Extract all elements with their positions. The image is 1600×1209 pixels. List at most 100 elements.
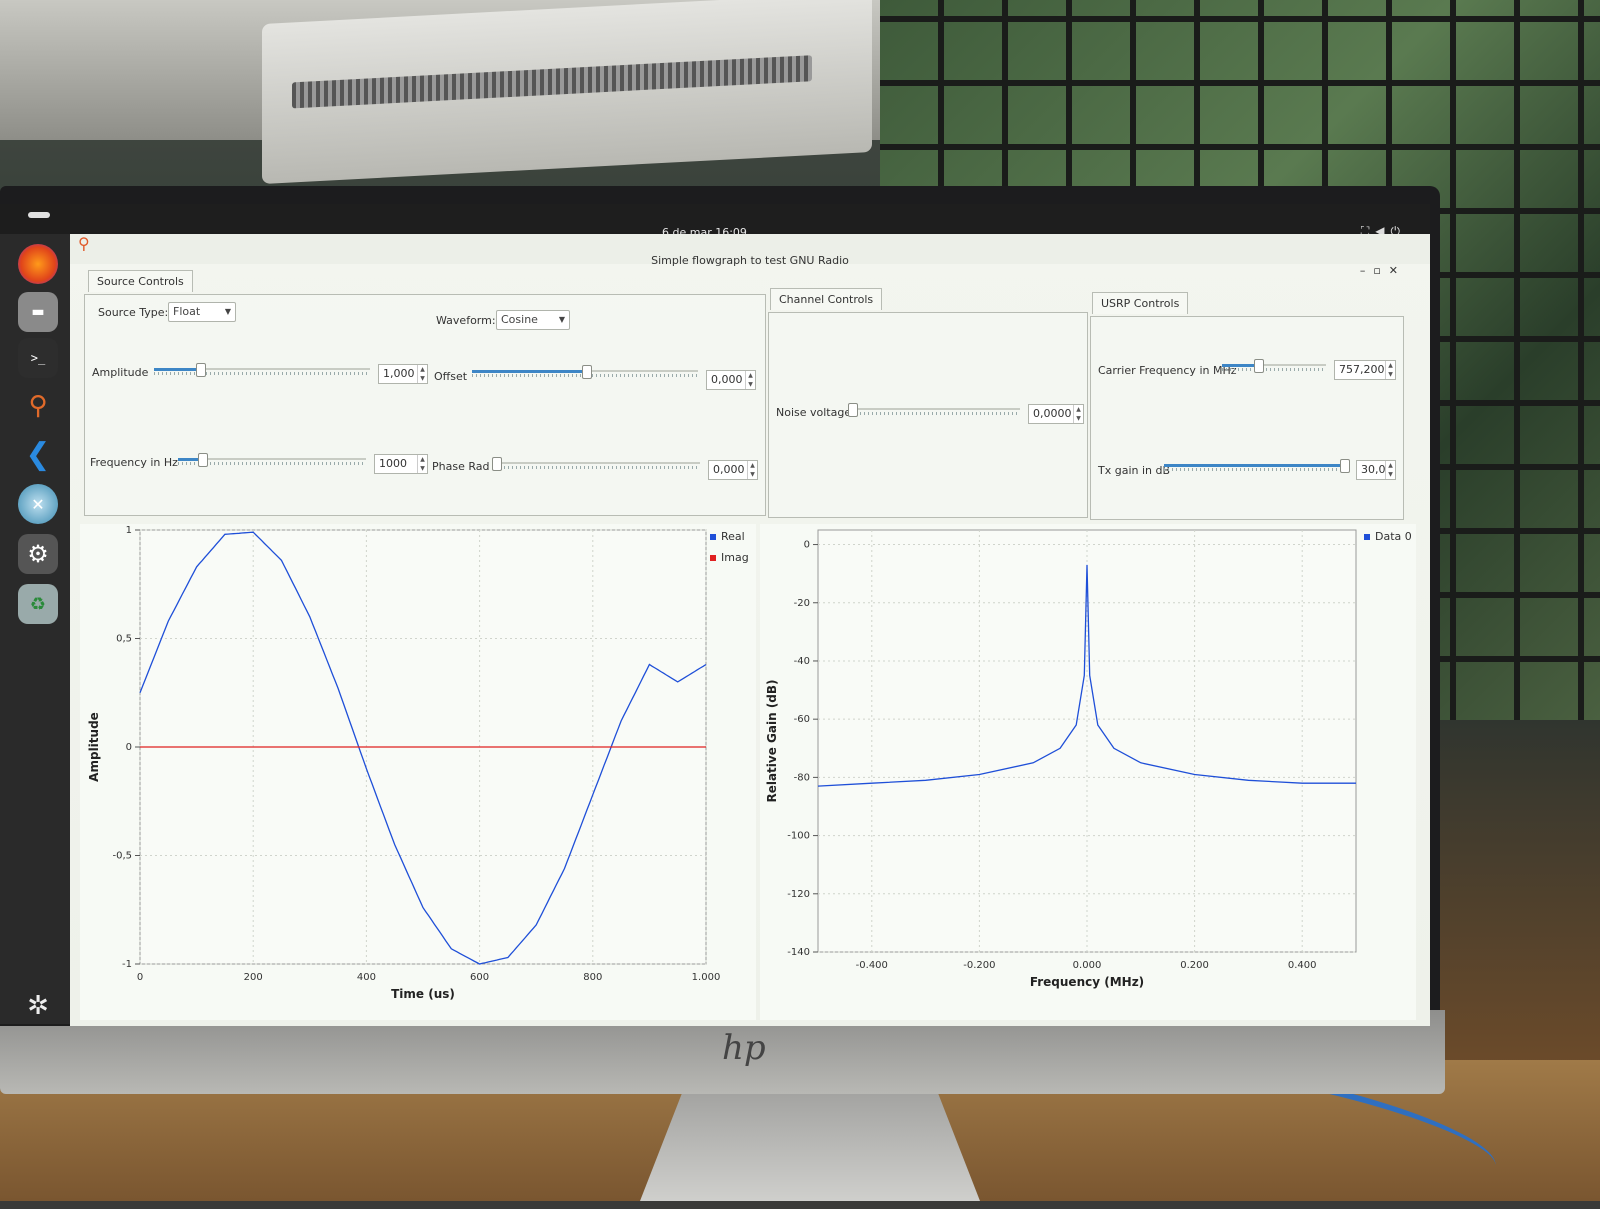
carrier-frequency-slider[interactable] bbox=[1222, 359, 1326, 373]
time-plot-svg: 0 200 400 600 800 1.000 1 0,5 0 -0,5 -1 Time (us) Am… bbox=[87, 525, 720, 1001]
y-tick-label: -140 bbox=[787, 947, 810, 958]
legend-item-imag[interactable]: Imag bbox=[710, 551, 749, 564]
system-tray[interactable]: ⛶◀⏻ bbox=[1361, 224, 1406, 239]
tab-channel-controls[interactable]: Channel Controls bbox=[770, 288, 883, 310]
frequency-plot[interactable]: -0.400 -0.200 0.000 0.200 0.400 0 -20 -40 -60 -80… bbox=[760, 524, 1416, 1020]
spin-arrows-icon[interactable]: ▲ ▼ bbox=[1073, 405, 1083, 423]
legend-item-data0[interactable]: Data 0 bbox=[1364, 530, 1412, 543]
phase-slider-handle[interactable] bbox=[492, 457, 502, 471]
vscode-icon[interactable]: ❮ bbox=[25, 436, 51, 472]
x-tick-label: 800 bbox=[583, 972, 602, 983]
chevron-down-icon: ▼ bbox=[224, 307, 231, 316]
carrier-frequency-spinbox[interactable]: 757,200 ▲ ▼ bbox=[1334, 360, 1396, 380]
offset-slider-handle[interactable] bbox=[582, 365, 592, 379]
noise-voltage-slider[interactable] bbox=[848, 403, 1020, 417]
waveform-select[interactable]: Cosine ▼ bbox=[496, 310, 570, 330]
gnuradio-app-icon: ⚲ bbox=[78, 234, 90, 253]
series-line-data-0 bbox=[817, 564, 1356, 787]
noise-voltage-label: Noise voltage bbox=[776, 406, 852, 419]
y-tick-label: -100 bbox=[787, 831, 810, 842]
waveform-label: Waveform: bbox=[436, 314, 496, 327]
frequency-value: 1000 bbox=[379, 457, 407, 470]
spin-arrows-icon[interactable]: ▲ ▼ bbox=[747, 461, 757, 479]
tx-gain-slider-handle[interactable] bbox=[1340, 459, 1350, 473]
phase-slider[interactable] bbox=[492, 457, 700, 471]
air-conditioner bbox=[262, 0, 872, 184]
legend-swatch-data0 bbox=[1364, 534, 1370, 540]
frequency-spinbox[interactable]: 1000 ▲ ▼ bbox=[374, 454, 428, 474]
noise-voltage-spinbox[interactable]: 0,0000 ▲ ▼ bbox=[1028, 404, 1084, 424]
amplitude-spinbox[interactable]: 1,000 ▲ ▼ bbox=[378, 364, 428, 384]
y-tick-label: -20 bbox=[794, 598, 810, 609]
amplitude-slider[interactable] bbox=[154, 363, 370, 377]
offset-slider[interactable] bbox=[472, 365, 698, 379]
firefox-icon[interactable] bbox=[18, 244, 58, 284]
x-tick-label: 400 bbox=[357, 972, 376, 983]
carrier-frequency-value: 757,200 bbox=[1339, 363, 1385, 376]
legend-item-real[interactable]: Real bbox=[710, 530, 749, 543]
minimize-icon[interactable]: – bbox=[1359, 264, 1374, 277]
volume-icon[interactable]: ◀ bbox=[1375, 224, 1391, 238]
settings-icon[interactable]: ⚙ bbox=[18, 534, 58, 574]
x-tick-label: 0.200 bbox=[1180, 960, 1209, 971]
terminal-icon[interactable]: >_ bbox=[18, 338, 58, 378]
x-tick-label: 600 bbox=[470, 972, 489, 983]
usrp-controls-panel bbox=[1090, 316, 1404, 520]
power-icon[interactable]: ⏻ bbox=[1390, 224, 1406, 238]
phase-spinbox[interactable]: 0,000 ▲ ▼ bbox=[708, 460, 758, 480]
offset-value: 0,000 bbox=[711, 373, 743, 386]
spin-arrows-icon[interactable]: ▲ ▼ bbox=[1385, 361, 1395, 379]
phase-label: Phase Rad bbox=[432, 460, 490, 473]
x-tick-label: 0 bbox=[137, 972, 143, 983]
carrier-slider-handle[interactable] bbox=[1254, 359, 1264, 373]
y-tick-label: -1 bbox=[122, 959, 132, 970]
source-type-select[interactable]: Float ▼ bbox=[168, 302, 236, 322]
frequency-plot-legend[interactable]: Data 0 bbox=[1364, 530, 1412, 543]
frequency-slider-handle[interactable] bbox=[198, 453, 208, 467]
tx-gain-value: 30,0 bbox=[1361, 463, 1386, 476]
noise-slider-handle[interactable] bbox=[848, 403, 858, 417]
window-controls: –▫✕ bbox=[1360, 264, 1406, 277]
dock: ▬ >_ ⚲ ❮ ✕ ⚙ ♻ ✲ bbox=[0, 234, 70, 1024]
amplitude-slider-handle[interactable] bbox=[196, 363, 206, 377]
show-apps-icon[interactable]: ✲ bbox=[27, 991, 49, 1021]
chevron-down-icon: ▼ bbox=[558, 315, 565, 324]
spin-arrows-icon[interactable]: ▲ ▼ bbox=[1385, 461, 1395, 479]
y-tick-label: -40 bbox=[794, 656, 810, 667]
noise-voltage-value: 0,0000 bbox=[1033, 407, 1072, 420]
spin-arrows-icon[interactable]: ▲ ▼ bbox=[417, 455, 427, 473]
tx-gain-spinbox[interactable]: 30,0 ▲ ▼ bbox=[1356, 460, 1396, 480]
frequency-slider[interactable] bbox=[178, 453, 366, 467]
maximize-icon[interactable]: ▫ bbox=[1373, 264, 1389, 277]
source-controls-panel bbox=[84, 294, 766, 516]
activities-button[interactable] bbox=[28, 212, 50, 218]
x-tick-label: 0.400 bbox=[1288, 960, 1317, 971]
trash-icon[interactable]: ♻ bbox=[18, 584, 58, 624]
spin-arrows-icon[interactable]: ▲ ▼ bbox=[417, 365, 427, 383]
y-axis-label: Relative Gain (dB) bbox=[765, 679, 779, 802]
amplitude-value: 1,000 bbox=[383, 367, 415, 380]
x-axis-label: Time (us) bbox=[391, 987, 455, 1001]
close-icon[interactable]: ✕ bbox=[1388, 264, 1406, 277]
gnuradio-icon[interactable]: ⚲ bbox=[28, 391, 48, 421]
frequency-label: Frequency in Hz bbox=[90, 456, 178, 469]
system-top-bar bbox=[70, 204, 1430, 232]
y-tick-label: -0,5 bbox=[112, 851, 132, 862]
gnuradio-window: ⚲ Simple flowgraph to test GNU Radio –▫✕… bbox=[70, 234, 1430, 1026]
legend-swatch-real bbox=[710, 534, 716, 540]
time-plot-legend[interactable]: Real Imag bbox=[710, 530, 749, 564]
files-icon[interactable]: ▬ bbox=[18, 292, 58, 332]
tab-usrp-controls[interactable]: USRP Controls bbox=[1092, 292, 1189, 314]
series-line-real bbox=[139, 531, 707, 965]
source-type-value: Float bbox=[173, 305, 201, 318]
offset-spinbox[interactable]: 0,000 ▲ ▼ bbox=[706, 370, 756, 390]
tx-gain-slider[interactable] bbox=[1164, 459, 1350, 473]
offset-label: Offset bbox=[434, 370, 468, 383]
tab-source-controls[interactable]: Source Controls bbox=[88, 270, 193, 292]
network-icon[interactable]: ⛶ bbox=[1360, 224, 1376, 238]
spin-arrows-icon[interactable]: ▲ ▼ bbox=[745, 371, 755, 389]
y-tick-label: 0 bbox=[804, 540, 810, 551]
time-plot[interactable]: 0 200 400 600 800 1.000 1 0,5 0 -0,5 -1 Time (us) Am… bbox=[80, 524, 756, 1020]
app-icon[interactable]: ✕ bbox=[18, 484, 58, 524]
title-bar bbox=[70, 234, 1430, 264]
